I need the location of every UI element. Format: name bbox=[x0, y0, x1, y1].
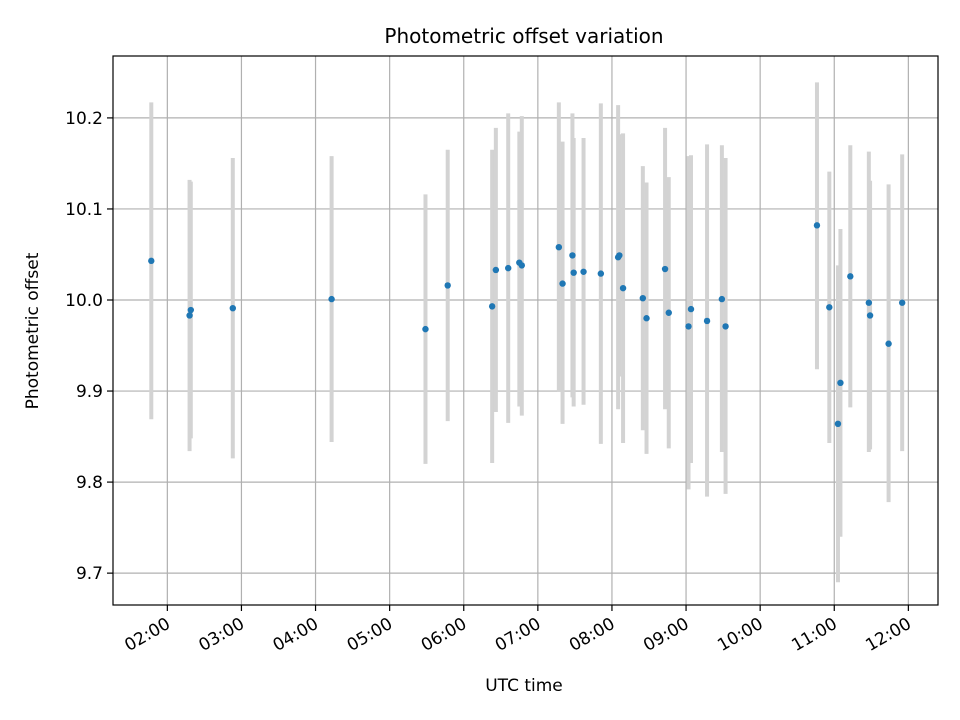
x-tick-label: 07:00 bbox=[492, 614, 544, 656]
data-point bbox=[492, 266, 500, 274]
x-tick-label: 12:00 bbox=[862, 614, 914, 656]
data-point bbox=[597, 270, 605, 277]
errorbars bbox=[149, 82, 905, 583]
x-tick-label: 09:00 bbox=[640, 614, 692, 656]
data-point bbox=[186, 312, 193, 319]
y-tick-label: 10.0 bbox=[65, 291, 103, 311]
x-tick-label: 04:00 bbox=[270, 614, 322, 656]
data-point bbox=[898, 299, 906, 306]
plot-frame bbox=[112, 55, 939, 606]
data-point bbox=[569, 252, 576, 259]
y-tick-label: 9.9 bbox=[76, 382, 103, 402]
data-point bbox=[687, 305, 695, 313]
data-point bbox=[505, 264, 512, 272]
data-point bbox=[616, 252, 623, 259]
data-point bbox=[847, 273, 854, 280]
x-tick-label: 05:00 bbox=[344, 614, 396, 656]
x-tick-label: 08:00 bbox=[566, 614, 618, 656]
x-tick-label: 03:00 bbox=[196, 614, 248, 656]
data-point bbox=[328, 295, 335, 303]
grid bbox=[113, 56, 938, 605]
chart-title: Photometric offset variation bbox=[384, 24, 663, 48]
data-point bbox=[885, 340, 892, 347]
data-points bbox=[148, 222, 906, 428]
data-point bbox=[488, 303, 496, 310]
data-point bbox=[444, 282, 451, 289]
data-point bbox=[813, 222, 821, 229]
y-tick-label: 9.7 bbox=[76, 564, 103, 584]
data-point bbox=[187, 306, 195, 314]
x-tick-label: 11:00 bbox=[788, 614, 840, 656]
data-point bbox=[837, 379, 844, 387]
data-point bbox=[718, 295, 726, 303]
data-point bbox=[559, 280, 566, 287]
data-point bbox=[422, 325, 429, 333]
y-axis-label: Photometric offset bbox=[23, 252, 43, 409]
x-tick-label: 10:00 bbox=[714, 614, 766, 656]
x-tick-label: 02:00 bbox=[121, 614, 173, 656]
y-tick-label: 10.1 bbox=[65, 200, 103, 220]
data-point bbox=[555, 243, 563, 251]
data-point bbox=[580, 268, 587, 275]
data-point bbox=[685, 323, 692, 330]
data-point bbox=[639, 294, 647, 302]
data-point bbox=[722, 323, 729, 330]
data-point bbox=[661, 265, 669, 273]
y-tick-label: 10.2 bbox=[65, 109, 103, 129]
data-point bbox=[703, 317, 711, 325]
data-point bbox=[834, 420, 842, 428]
x-tick-label: 06:00 bbox=[418, 614, 470, 656]
data-point bbox=[518, 262, 525, 269]
data-point bbox=[148, 257, 155, 265]
data-point bbox=[619, 284, 627, 292]
data-point bbox=[866, 312, 874, 319]
x-axis-label: UTC time bbox=[485, 676, 563, 696]
data-point bbox=[665, 309, 672, 316]
data-point bbox=[643, 315, 650, 322]
y-axis: 9.7 9.8 9.9 10.0 10.1 10.2 bbox=[65, 109, 113, 584]
data-point bbox=[570, 269, 577, 276]
data-point bbox=[826, 304, 833, 311]
data-point bbox=[865, 299, 873, 306]
data-point bbox=[229, 304, 236, 312]
x-axis: 02:00 03:00 04:00 05:00 06:00 07:00 08:00 09:00… bbox=[121, 605, 915, 656]
y-tick-label: 9.8 bbox=[76, 473, 103, 493]
